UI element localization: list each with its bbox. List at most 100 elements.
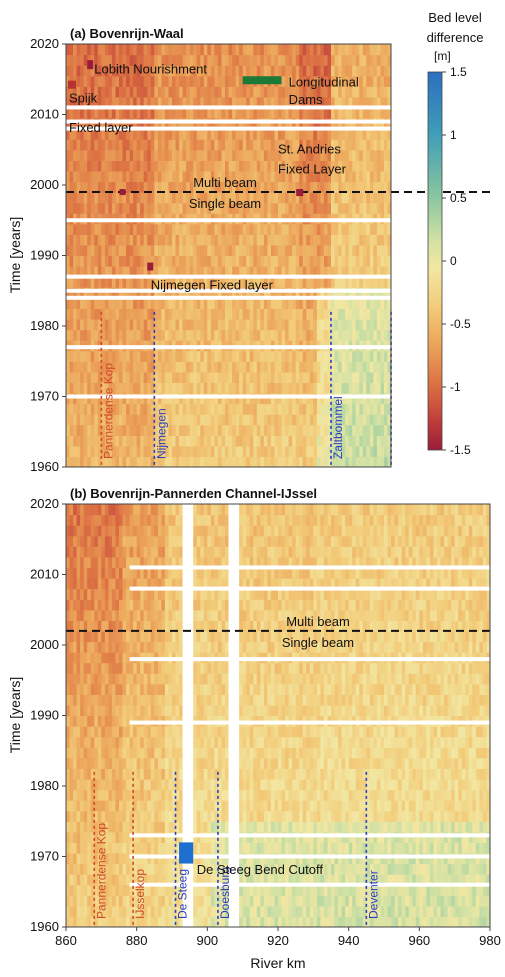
heat-cell <box>69 202 74 214</box>
heat-cell <box>150 916 155 927</box>
y-tick-label: 1990 <box>30 248 59 263</box>
heat-cell <box>101 139 106 151</box>
heat-cell <box>239 139 244 151</box>
heat-cell <box>66 683 71 695</box>
heat-cell <box>338 424 343 436</box>
heat-cell <box>193 319 198 331</box>
heat-cell <box>260 424 265 436</box>
heat-cell <box>69 308 74 320</box>
heat-cell <box>249 350 254 362</box>
heat-cell <box>207 96 212 109</box>
heat-cell <box>164 128 170 140</box>
heat-cell <box>133 620 138 632</box>
heat-cell <box>69 810 74 822</box>
heat-cell <box>122 535 127 547</box>
heat-cell <box>341 371 346 383</box>
heat-cell <box>334 107 339 119</box>
heat-cell <box>395 319 399 330</box>
heat-cell <box>154 255 159 267</box>
heat-cell <box>299 44 304 56</box>
heat-cell <box>306 139 311 151</box>
heat-cell <box>313 350 318 362</box>
heat-cell <box>115 393 120 405</box>
heat-cell <box>395 203 399 214</box>
heat-cell <box>242 255 247 267</box>
heat-cell <box>94 821 99 833</box>
heat-cell <box>76 297 81 309</box>
heat-cell <box>126 757 131 769</box>
heat-cell <box>136 599 141 611</box>
heat-cell <box>225 107 230 119</box>
heat-cell <box>334 44 339 56</box>
heat-cell <box>242 234 247 246</box>
heat-cell <box>253 456 258 467</box>
heat-cell <box>302 287 307 299</box>
heat-cell <box>122 118 127 130</box>
heat-cell <box>108 424 113 436</box>
heat-cell <box>129 842 134 854</box>
heat-cell <box>119 736 124 748</box>
heat-cell <box>369 86 375 98</box>
heat-cell <box>362 445 367 458</box>
heat-cell <box>154 414 159 426</box>
heat-cell <box>316 202 322 214</box>
heat-cell <box>126 202 131 214</box>
heat-cell <box>193 139 198 151</box>
heat-cell <box>104 535 110 547</box>
heat-cell <box>69 435 74 447</box>
heat-cell <box>246 456 251 467</box>
heat-cell <box>83 588 88 600</box>
heat-cell <box>140 435 145 447</box>
heat-cell <box>235 297 240 309</box>
heat-cell <box>157 620 163 632</box>
heat-cell <box>345 329 350 341</box>
heat-cell <box>73 588 78 600</box>
heat-cell <box>186 170 191 183</box>
heat-cell <box>73 414 78 426</box>
heat-cell <box>94 768 99 780</box>
heat-cell <box>111 435 117 447</box>
heat-cell <box>207 75 212 87</box>
heat-cell <box>288 403 293 415</box>
heat-cell <box>239 255 244 267</box>
heat-cell <box>278 350 283 362</box>
heat-cell <box>327 181 332 193</box>
heat-cell <box>147 747 152 759</box>
heat-cell <box>239 319 244 331</box>
heat-cell <box>87 202 92 214</box>
heat-cell <box>90 287 95 299</box>
heat-cell <box>94 287 99 299</box>
heat-cell <box>111 319 117 331</box>
heat-cell <box>147 620 152 632</box>
heat-cell <box>270 456 276 467</box>
heat-cell <box>320 65 325 77</box>
heat-cell <box>90 525 95 537</box>
heat-cell <box>274 329 279 341</box>
heat-cell <box>133 361 138 373</box>
heat-cell <box>126 44 131 56</box>
heat-cell <box>256 361 261 373</box>
heat-cell <box>101 149 106 161</box>
heat-cell <box>278 361 283 373</box>
heat-cell <box>334 160 339 172</box>
heat-cell <box>281 287 286 299</box>
heat-cell <box>133 244 138 257</box>
heat-cell <box>154 244 159 257</box>
heat-cell <box>143 704 148 717</box>
heat-cell <box>73 916 78 927</box>
heat-cell <box>172 54 177 66</box>
heat-cell <box>115 96 120 109</box>
heat-cell <box>143 276 148 288</box>
heat-cell <box>306 118 311 130</box>
heat-cell <box>281 128 286 140</box>
heat-cell <box>90 652 95 664</box>
heat-cell <box>87 789 92 801</box>
heat-cell <box>278 276 283 288</box>
heat-cell <box>292 54 297 66</box>
heat-cell <box>97 905 102 918</box>
heat-cell <box>302 244 307 257</box>
heat-cell <box>348 181 353 193</box>
heat-cell <box>87 107 92 119</box>
heat-cell <box>292 297 297 309</box>
heat-cell <box>129 514 134 526</box>
